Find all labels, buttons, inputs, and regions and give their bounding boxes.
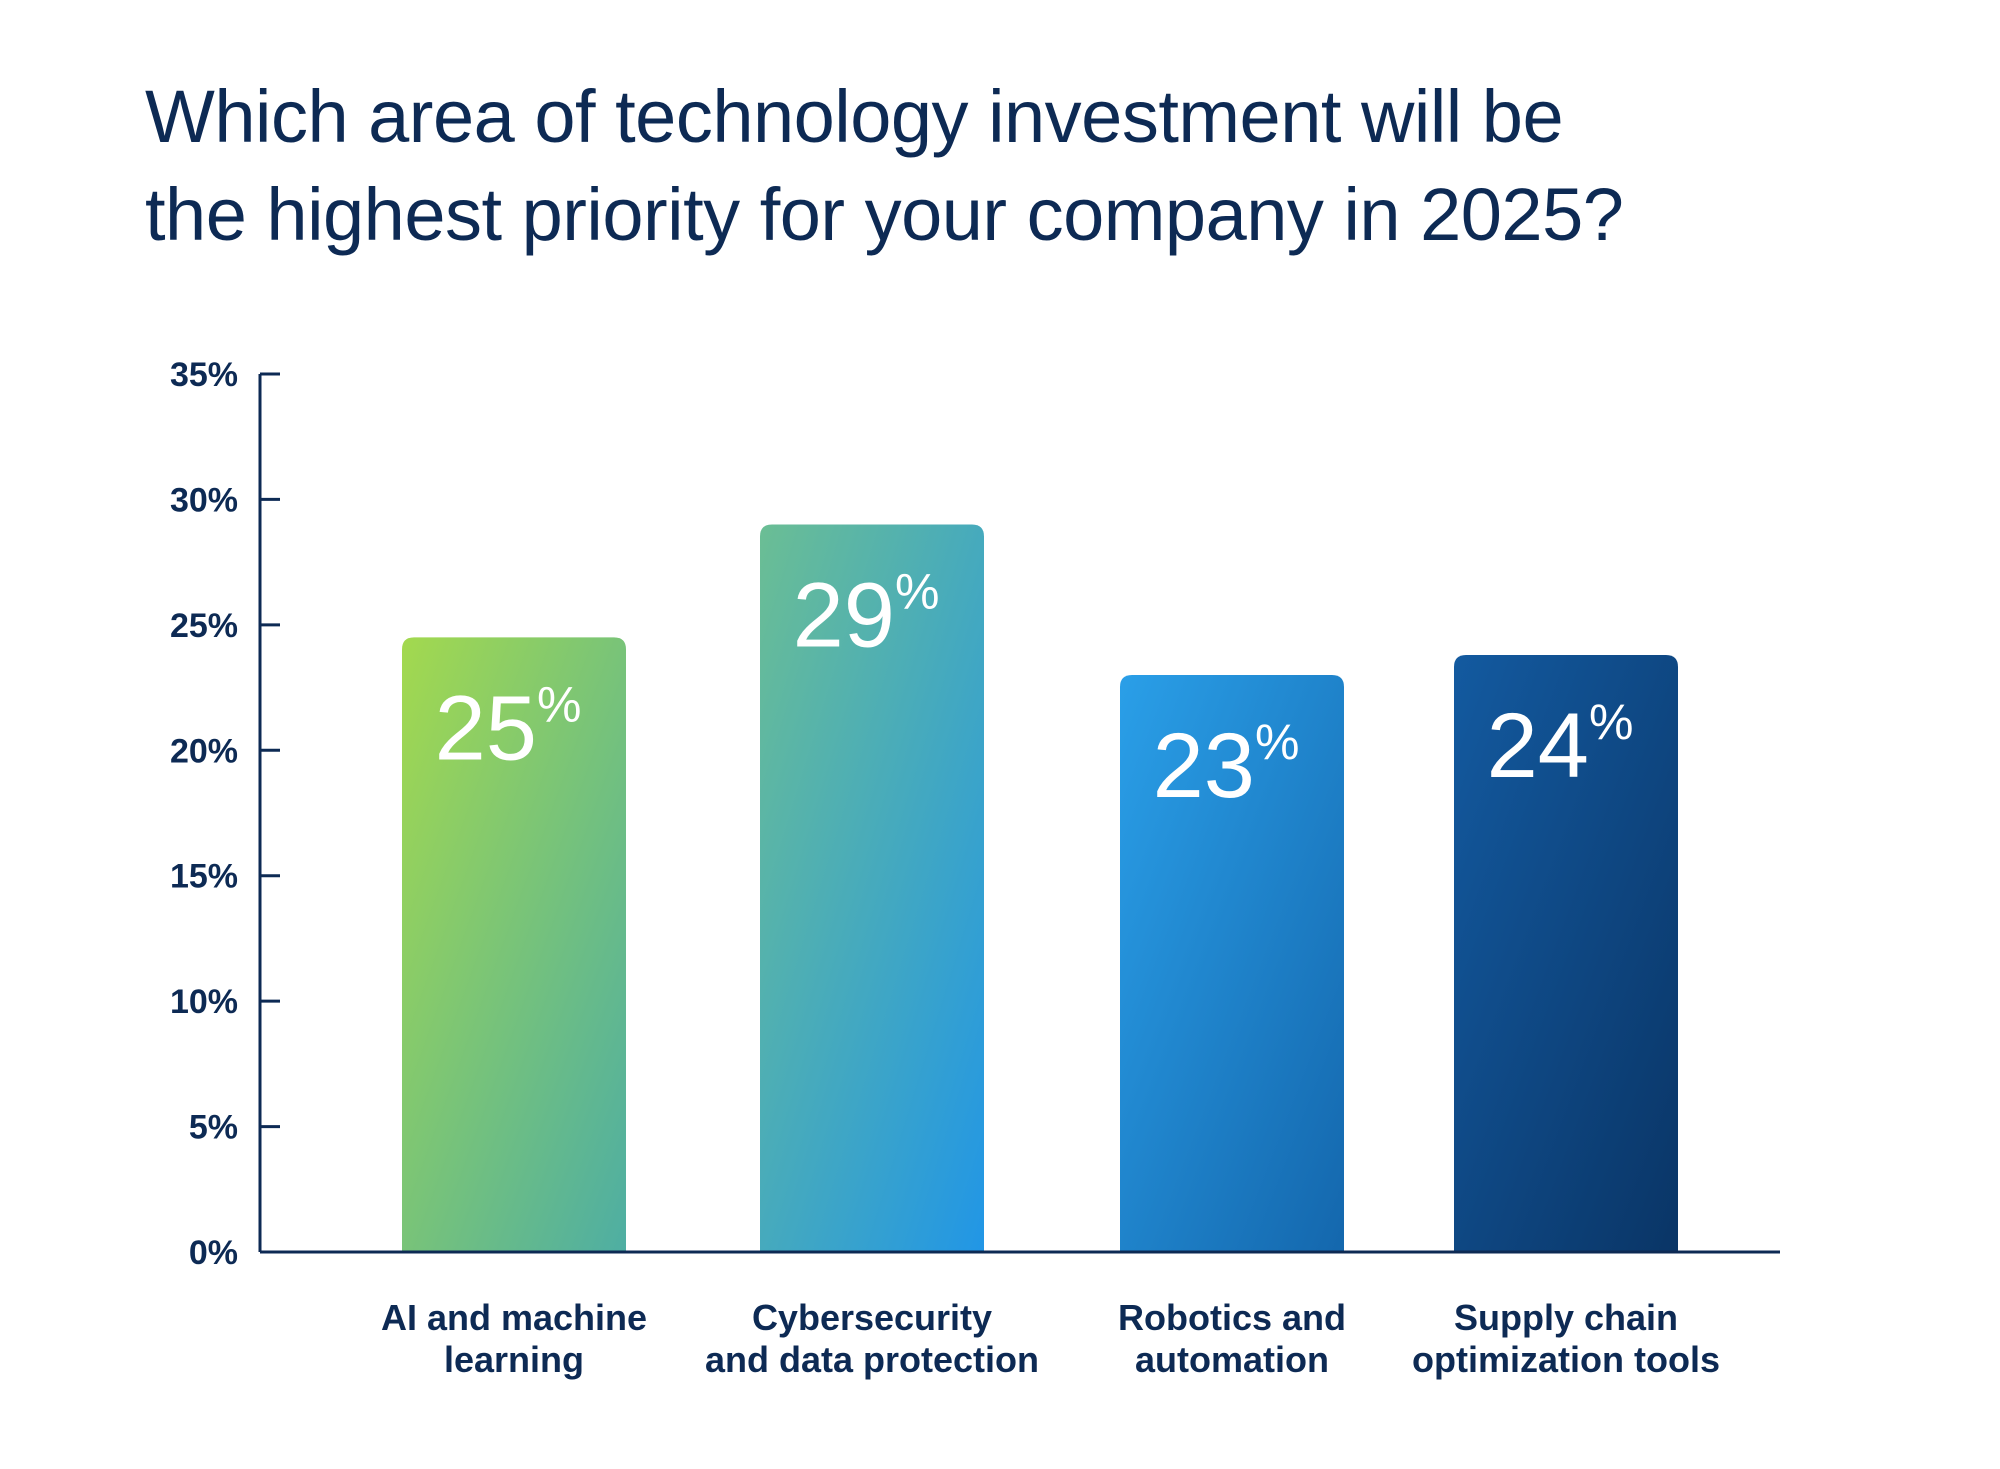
x-category-label: learning (444, 1339, 584, 1380)
bar (1120, 675, 1344, 1252)
x-category-label: Supply chain (1454, 1297, 1678, 1338)
y-tick-label: 10% (170, 983, 238, 1021)
chart-title-line-2: the highest priority for your company in… (145, 173, 1624, 256)
x-category-label: Cybersecurity (752, 1297, 992, 1338)
bar-value-label: 29% (793, 564, 940, 667)
x-category-label: and data protection (705, 1339, 1039, 1380)
y-tick-label: 20% (170, 732, 238, 770)
y-tick-label: 30% (170, 481, 238, 519)
bar (402, 637, 626, 1252)
y-tick-label: 25% (170, 607, 238, 645)
y-tick-label: 35% (170, 356, 238, 394)
chart-title: Which area of technology investment will… (145, 68, 1845, 264)
bar (1454, 654, 1678, 1252)
x-category-label: automation (1135, 1339, 1329, 1380)
bar-value-label: 24% (1487, 694, 1634, 797)
x-category-label: optimization tools (1412, 1339, 1720, 1380)
y-tick-label: 5% (189, 1109, 238, 1147)
bars: 25% 29% 23% 24% (402, 524, 1678, 1252)
x-category-label: Robotics and (1118, 1297, 1346, 1338)
y-axis: 0% 5% 10% 15% 20% 25% 30% 35% (170, 356, 280, 1272)
chart-title-line-1: Which area of technology investment will… (145, 75, 1564, 158)
y-tick-label: 0% (189, 1234, 238, 1272)
x-category-label: AI and machine (381, 1297, 647, 1338)
bar-value-label: 25% (435, 676, 582, 779)
bar (760, 524, 984, 1252)
y-tick-label: 15% (170, 858, 238, 896)
bar-value-label: 23% (1153, 714, 1300, 817)
